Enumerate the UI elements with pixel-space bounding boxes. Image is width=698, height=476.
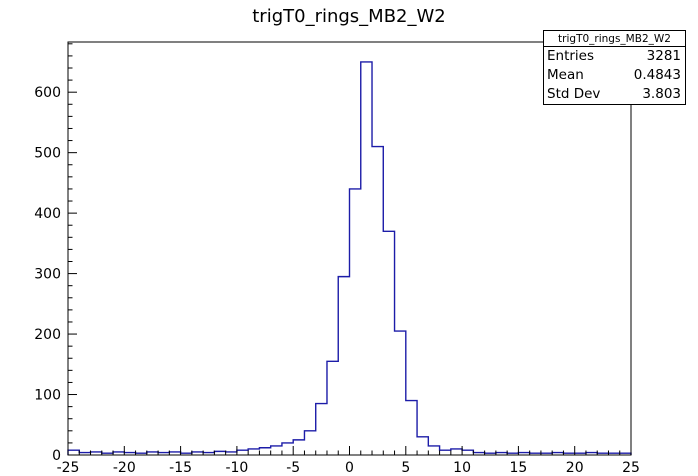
stats-row-mean: Mean 0.4843: [544, 66, 685, 85]
svg-text:300: 300: [34, 267, 61, 283]
svg-text:-5: -5: [286, 460, 300, 476]
stats-box: trigT0_rings_MB2_W2 Entries 3281 Mean 0.…: [543, 30, 686, 105]
svg-text:100: 100: [34, 388, 61, 404]
svg-text:-10: -10: [225, 460, 248, 476]
stats-label: Mean: [547, 67, 584, 83]
svg-text:0: 0: [345, 460, 354, 476]
svg-text:-20: -20: [113, 460, 136, 476]
svg-text:500: 500: [34, 146, 61, 162]
stats-label: Entries: [547, 48, 595, 64]
svg-text:400: 400: [34, 206, 61, 222]
svg-text:15: 15: [509, 460, 527, 476]
stats-row-entries: Entries 3281: [544, 47, 685, 66]
stats-label: Std Dev: [547, 86, 601, 102]
svg-text:-15: -15: [169, 460, 192, 476]
stats-box-title: trigT0_rings_MB2_W2: [544, 31, 685, 47]
svg-text:-25: -25: [57, 460, 80, 476]
stats-row-stddev: Std Dev 3.803: [544, 85, 685, 104]
svg-text:5: 5: [401, 460, 410, 476]
chart-title: trigT0_rings_MB2_W2: [252, 6, 446, 27]
svg-text:200: 200: [34, 327, 61, 343]
svg-text:10: 10: [453, 460, 471, 476]
stats-value: 3.803: [642, 86, 681, 102]
svg-text:20: 20: [566, 460, 584, 476]
svg-text:25: 25: [622, 460, 640, 476]
svg-text:0: 0: [52, 448, 61, 464]
stats-value: 0.4843: [633, 67, 681, 83]
svg-text:600: 600: [34, 85, 61, 101]
stats-value: 3281: [646, 48, 681, 64]
